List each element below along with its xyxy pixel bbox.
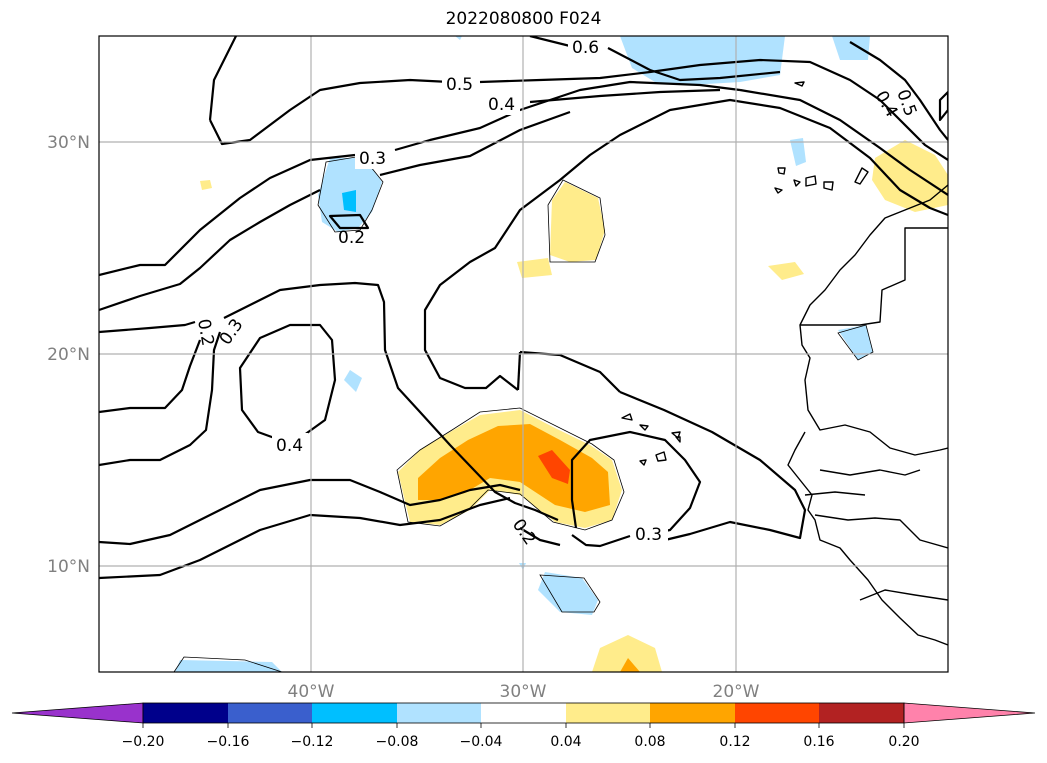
colorbar-tick-label: 0.16 [803, 734, 834, 750]
colorbar: −0.20 −0.16 −0.12 −0.08 −0.04 0.04 0.08 … [11, 702, 1036, 750]
contour-label: 0.5 [446, 75, 473, 95]
lon-label-30w: 30°W [500, 682, 547, 702]
colorbar-segment [735, 703, 819, 723]
positive-anomaly-core [418, 424, 610, 512]
colorbar-tick-label: −0.08 [376, 734, 419, 750]
colorbar-segment [819, 703, 904, 723]
positive-anomaly-area [768, 262, 804, 280]
contour-label-group: 0.6 0.5 0.4 0.3 0.2 0.2 0.3 0.4 0.2 0.3 … [193, 36, 920, 549]
contour-label: 0.3 [359, 149, 386, 169]
negative-anomaly-area [175, 660, 282, 672]
negative-anomaly-core [342, 190, 356, 212]
colorbar-tick-label: 0.12 [719, 734, 750, 750]
colorbar-segment [566, 703, 650, 723]
map-frame [98, 35, 949, 673]
positive-anomaly-area [517, 258, 552, 278]
map-plot-area: 0.6 0.5 0.4 0.3 0.2 0.2 0.3 0.4 0.2 0.3 … [99, 36, 948, 672]
positive-anomaly-area [200, 180, 212, 190]
colorbar-tick-label: −0.04 [460, 734, 503, 750]
lat-label-10n: 10°N [47, 557, 90, 577]
lon-label-40w: 40°W [288, 682, 335, 702]
contour-label: 0.6 [572, 38, 599, 58]
zero-outlines [173, 155, 874, 672]
colorbar-tick-label: 0.08 [634, 734, 665, 750]
colorbar-segment [481, 703, 566, 723]
contour-label: 0.2 [193, 317, 217, 347]
contour-label: 0.3 [216, 315, 248, 349]
contour-label: 0.4 [276, 436, 303, 456]
contour-lines [99, 36, 948, 580]
colorbar-segment [143, 703, 228, 723]
positive-anomaly-area [592, 635, 662, 672]
colorbar-segment [228, 703, 312, 723]
positive-anomaly-area [872, 140, 948, 212]
colorbar-tick-label: −0.16 [207, 734, 250, 750]
colorbar-tick-label: 0.04 [550, 734, 581, 750]
lon-label-20w: 20°W [713, 682, 760, 702]
contour-label: 0.4 [488, 95, 515, 115]
lat-label-30n: 30°N [47, 133, 90, 153]
negative-anomaly-area [838, 325, 873, 360]
contour-label: 0.2 [338, 228, 365, 248]
coastlines [621, 81, 948, 646]
colorbar-segment [312, 703, 397, 723]
lat-label-20n: 20°N [47, 345, 90, 365]
colorbar-segment [397, 703, 481, 723]
negative-anomaly-area [344, 370, 362, 392]
colorbar-segment [650, 703, 735, 723]
negative-anomaly-area [455, 36, 462, 40]
positive-anomaly-core [620, 658, 640, 672]
colorbar-tick-label: −0.20 [122, 734, 165, 750]
contour-label: 0.2 [508, 515, 540, 549]
negative-anomaly-area [538, 572, 598, 615]
colorbar-extend-low [11, 702, 144, 724]
negative-anomaly-area [790, 138, 806, 166]
colorbar-tick-label: −0.12 [291, 734, 334, 750]
gridlines [99, 36, 948, 672]
contour-label: 0.3 [635, 525, 662, 545]
positive-anomaly-area [550, 182, 605, 262]
negative-anomaly-area [832, 36, 870, 60]
shaded-anomalies [175, 36, 948, 672]
colorbar-tick-label: 0.20 [888, 734, 919, 750]
positive-anomaly-peak [538, 450, 570, 484]
chart-title: 2022080800 F024 [445, 9, 602, 29]
colorbar-extend-high [903, 702, 1036, 724]
